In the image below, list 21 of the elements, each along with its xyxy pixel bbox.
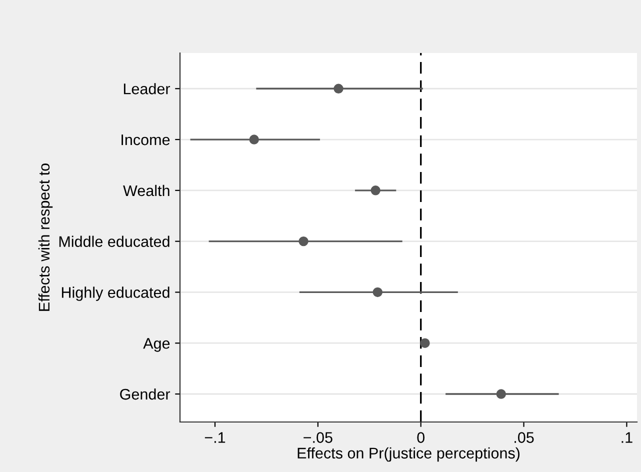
y-tick-label: Leader (124, 83, 170, 94)
x-axis-title: Effects on Pr(justice perceptions) (298, 447, 520, 462)
x-tick-label: −.1 (204, 432, 226, 443)
y-tick-label: Income (122, 134, 170, 146)
y-axis-title: Effects with respect to (38, 164, 53, 311)
point (372, 287, 382, 298)
y-tick-label: Age (143, 338, 170, 352)
point (334, 84, 344, 94)
y-tick-label: Gender (120, 388, 170, 400)
x-tick-label: .1 (622, 432, 632, 443)
y-tick-label: Middle educated (59, 236, 170, 248)
point (370, 186, 380, 196)
point (420, 338, 430, 348)
x-tick-label: 0 (417, 432, 425, 443)
y-tick-label: Wealth (123, 184, 170, 196)
point (249, 134, 259, 144)
x-tick-label: .05 (514, 432, 534, 443)
point (496, 389, 506, 399)
y-tick-label: Highly educated (62, 286, 170, 301)
point (298, 236, 308, 246)
x-tick-label: −.05 (304, 432, 332, 443)
